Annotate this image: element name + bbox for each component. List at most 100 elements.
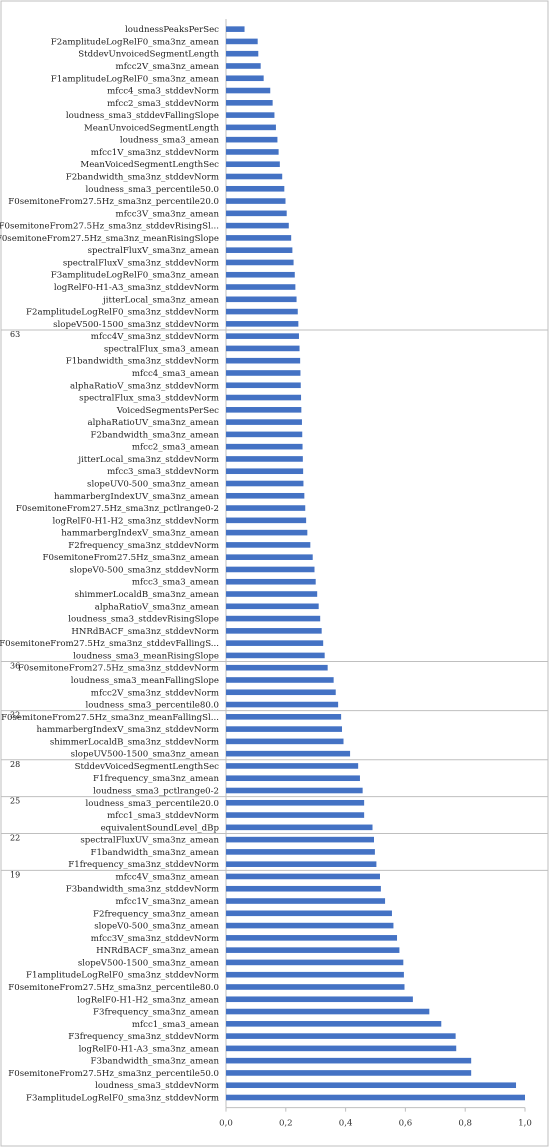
bar <box>226 542 311 548</box>
bar <box>226 443 303 450</box>
bar <box>226 849 375 855</box>
bar <box>226 812 365 818</box>
x-tick-label: 0,8 <box>458 1119 472 1129</box>
bar <box>226 296 297 303</box>
category-label: mfcc2_sma3_stddevNorm <box>107 99 219 109</box>
bar <box>226 394 302 401</box>
category-label: F0semitoneFrom27.5Hz_sma3nz_pctlrange0-2 <box>16 504 219 514</box>
category-label: F0semitoneFrom27.5Hz_sma3nz_percentile50… <box>8 1069 219 1079</box>
group-label: 22 <box>10 833 20 842</box>
bar <box>226 173 283 180</box>
category-label: F1frequency_sma3nz_amean <box>93 774 219 784</box>
category-label: HNRdBACF_sma3nz_amean <box>96 946 219 956</box>
group-label: 28 <box>10 760 20 769</box>
category-label: mfcc4_sma3_amean <box>132 369 220 379</box>
group-label: 19 <box>10 870 20 879</box>
bar <box>226 763 359 769</box>
category-label: alphaRatioUV_sma3nz_amean <box>88 418 220 428</box>
bar <box>226 836 374 843</box>
bar <box>226 149 279 155</box>
bar <box>226 775 360 782</box>
group-label: 63 <box>10 330 20 339</box>
category-label: VoicedSegmentsPerSec <box>116 406 219 416</box>
bar <box>226 407 302 413</box>
category-label: spectralFlux_sma3_amean <box>104 344 220 354</box>
category-label: loudness_sma3_pctlrange0-2 <box>93 787 219 797</box>
bar <box>226 984 405 990</box>
category-label: F3frequency_sma3nz_stddevNorm <box>68 1032 219 1042</box>
category-label: F3amplitudeLogRelF0_sma3nz_amean <box>51 271 220 281</box>
category-label: F3bandwidth_sma3nz_amean <box>90 1057 219 1067</box>
bar <box>226 824 373 831</box>
category-label: mfcc3V_sma3nz_amean <box>116 209 220 219</box>
bar <box>226 87 271 94</box>
category-label: jitterLocal_sma3nz_amean <box>102 295 219 305</box>
category-label: F0semitoneFrom27.5Hz_sma3nz_percentile80… <box>8 983 219 993</box>
bar <box>226 38 258 45</box>
bar <box>226 947 400 953</box>
category-label: F2frequency_sma3nz_amean <box>93 909 219 919</box>
category-label: loudness_sma3_stddevNorm <box>95 1081 219 1091</box>
bar <box>226 431 303 438</box>
bar <box>226 517 307 524</box>
bar <box>226 799 365 806</box>
bar <box>226 1008 430 1015</box>
category-label: spectralFluxUV_sma3nz_amean <box>80 836 219 846</box>
bars <box>226 26 525 1101</box>
x-tick-label: 0,2 <box>279 1119 293 1129</box>
bar <box>226 959 404 966</box>
bar <box>226 701 339 708</box>
category-label: mfcc2V_sma3nz_amean <box>116 62 220 72</box>
x-tick-label: 1,0 <box>518 1119 532 1129</box>
category-label: equivalentSoundLevel_dBp <box>101 823 220 833</box>
category-label: shimmerLocaldB_sma3nz_amean <box>75 590 220 600</box>
category-label: logRelF0-H1-A3_sma3nz_stddevNorm <box>54 283 219 293</box>
bar <box>226 689 336 696</box>
category-label: F1amplitudeLogRelF0_sma3nz_stddevNorm <box>26 971 219 981</box>
category-label: F0semitoneFrom27.5Hz_sma3nz_stddevFallin… <box>0 639 219 649</box>
bar <box>226 480 304 487</box>
category-label: slopeV0-500_sma3nz_amean <box>94 922 219 932</box>
bar <box>226 664 328 671</box>
category-label: StddevVoicedSegmentLengthSec <box>75 762 220 772</box>
category-label: slopeUV500-1500_sma3nz_amean <box>71 750 220 760</box>
bar <box>226 935 398 941</box>
category-label: spectralFluxV_sma3nz_stddevNorm <box>63 258 219 268</box>
category-label: slopeV500-1500_sma3nz_stddevNorm <box>53 320 219 330</box>
category-label: loudness_sma3_percentile80.0 <box>86 701 219 711</box>
bar <box>226 738 344 745</box>
bar <box>226 271 295 278</box>
category-label: hammarbergIndexV_sma3nz_stddevNorm <box>36 725 219 735</box>
bar <box>226 210 287 217</box>
category-label: F0semitoneFrom27.5Hz_sma3nz_meanFallingS… <box>1 713 219 723</box>
category-label: loudness_sma3_stddevFallingSlope <box>66 111 219 121</box>
bar <box>226 124 276 131</box>
category-label: F1bandwidth_sma3nz_stddevNorm <box>66 357 219 367</box>
bar <box>226 75 264 82</box>
category-label: mfcc4_sma3_stddevNorm <box>107 87 219 97</box>
bar <box>226 247 293 253</box>
category-label: F2bandwidth_sma3nz_amean <box>90 430 219 440</box>
bar <box>226 750 351 757</box>
bar <box>226 259 294 266</box>
category-label: F0semitoneFrom27.5Hz_sma3nz_stddevNorm <box>18 664 219 674</box>
category-label: MeanUnvoicedSegmentLength <box>84 123 219 133</box>
bar <box>226 222 289 229</box>
category-label: logRelF0-H1-H2_sma3nz_stddevNorm <box>53 516 219 526</box>
category-label: spectralFluxV_sma3nz_amean <box>88 246 220 256</box>
category-label: mfcc1_sma3_amean <box>132 1020 220 1030</box>
category-label: F0semitoneFrom27.5Hz_sma3nz_stddevRising… <box>0 222 219 232</box>
category-label: F2bandwidth_sma3nz_stddevNorm <box>66 173 219 183</box>
group-labels: 63 36 32 28 25 22 19 <box>10 330 20 879</box>
bar <box>226 787 363 794</box>
group-label: 25 <box>10 797 20 806</box>
category-label: mfcc4V_sma3nz_stddevNorm <box>91 332 219 342</box>
category-label: mfcc1V_sma3nz_amean <box>116 897 220 907</box>
category-label: F2frequency_sma3nz_stddevNorm <box>68 541 219 551</box>
category-label: mfcc2V_sma3nz_stddevNorm <box>91 688 219 698</box>
category-label: F1frequency_sma3nz_stddevNorm <box>68 860 219 870</box>
bar <box>226 185 285 192</box>
bar <box>226 873 380 880</box>
category-label: mfcc1_sma3_stddevNorm <box>107 811 219 821</box>
